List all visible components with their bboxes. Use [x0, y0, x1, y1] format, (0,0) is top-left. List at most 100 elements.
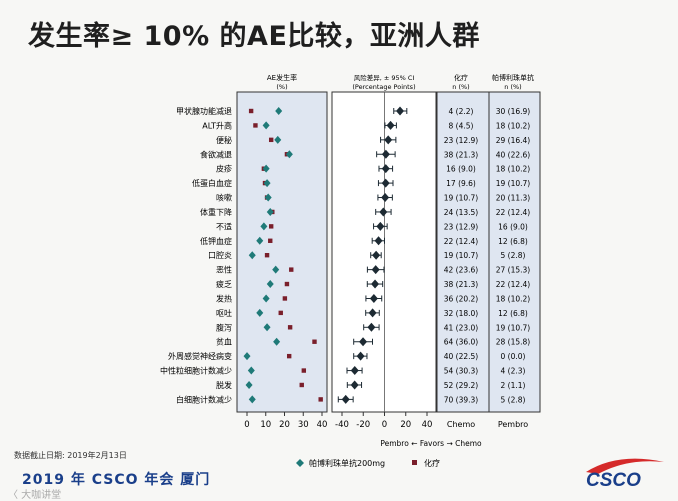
chemo-count-cell: 16 (9.0)	[446, 165, 476, 174]
chemo-point	[278, 310, 283, 316]
pembro-point	[263, 323, 271, 332]
risk-diff-axis-label: Pembro ← Favors → Chemo	[380, 439, 482, 448]
pembro-count-cell: 0 (0.0)	[501, 352, 526, 361]
row-label: 贫血	[216, 337, 232, 347]
risk-diff-point	[350, 366, 359, 376]
risk-diff-point	[386, 120, 395, 130]
x-tick-label: 0	[382, 420, 387, 430]
pembro-point	[262, 294, 270, 303]
risk-diff-header-unit: (Percentage Points)	[352, 83, 415, 91]
chemo-point	[268, 238, 273, 243]
logo-text: CSCO	[586, 470, 641, 491]
risk-diff-point	[381, 149, 390, 159]
pembro-point	[256, 308, 264, 317]
x-tick-label: 30	[298, 420, 309, 430]
chemo-count-cell: 24 (13.5)	[444, 208, 479, 217]
row-label: 便秘	[216, 135, 232, 145]
data-cutoff-date: 数据截止日期: 2019年2月13日	[14, 451, 127, 460]
chemo-point	[312, 339, 317, 344]
chemo-point	[287, 325, 293, 330]
incidence-header-unit: (%)	[276, 83, 287, 91]
row-label: 发热	[216, 293, 232, 303]
chemo-point	[318, 397, 323, 402]
pembro-count-cell: 18 (10.2)	[496, 121, 531, 130]
risk-diff-header: 风险差异, ± 95% CI	[354, 73, 415, 82]
chemo-count-cell: 42 (23.6)	[444, 266, 479, 275]
chemo-count-cell: 23 (12.9)	[444, 136, 479, 145]
risk-diff-point	[379, 207, 388, 217]
legend-pembro-marker	[296, 459, 304, 467]
pembro-point	[256, 236, 264, 245]
pembro-count-cell: 12 (6.8)	[498, 237, 528, 246]
pembro-point	[262, 164, 270, 173]
risk-diff-panel	[331, 91, 437, 413]
row-label: 疲乏	[216, 279, 232, 289]
row-label: 腹泻	[216, 322, 232, 332]
x-tick-label: 20	[279, 420, 290, 430]
pembro-count-cell: 29 (16.4)	[496, 136, 531, 145]
risk-diff-point	[371, 265, 380, 275]
row-label: 低蛋白血症	[192, 178, 232, 188]
row-label: 体重下降	[200, 207, 232, 217]
watermark-text: 〈 大咖讲堂	[8, 490, 62, 501]
chemo-count-cell: 19 (10.7)	[444, 251, 479, 260]
x-tick-label: 0	[244, 420, 249, 430]
pembro-count-cell: 18 (10.2)	[496, 294, 531, 303]
pembro-count-cell: 30 (16.9)	[496, 107, 531, 116]
pembro-point	[266, 207, 274, 216]
row-label: ALT升高	[202, 120, 232, 130]
pembro-point	[264, 193, 272, 202]
chemo-count-cell: 4 (2.2)	[449, 107, 474, 116]
chemo-point	[284, 281, 290, 287]
chemo-count-cell: 23 (12.9)	[444, 222, 479, 231]
x-tick-label: -20	[356, 420, 370, 430]
chemo-count-cell: 52 (29.2)	[444, 381, 479, 390]
risk-diff-point	[368, 308, 377, 318]
chemo-count-cell: 38 (21.3)	[444, 280, 479, 289]
chemo-point	[268, 224, 274, 229]
row-label: 外周感觉神经病变	[168, 351, 232, 361]
row-label: 不适	[216, 221, 232, 231]
row-label: 白细胞计数减少	[176, 394, 232, 404]
pembro-point	[247, 366, 255, 375]
pembro-count-cell: 20 (11.3)	[496, 194, 531, 203]
chemo-count-cell: 64 (36.0)	[444, 338, 479, 347]
pembro-point	[273, 337, 281, 346]
row-label: 甲状腺功能减退	[176, 106, 232, 116]
pembro-point	[262, 121, 270, 130]
pembro-count-cell: 22 (12.4)	[496, 280, 531, 289]
risk-diff-point	[396, 106, 405, 116]
x-tick-label: 10	[260, 420, 271, 430]
pembro-count-cell: 28 (15.8)	[496, 338, 531, 347]
pembro-count-cell: 5 (2.8)	[501, 395, 526, 404]
chemo-count-cell: 8 (4.5)	[449, 121, 474, 130]
row-label: 咳嗽	[216, 193, 232, 203]
row-label: 中性粒细胞计数减少	[160, 366, 232, 376]
pembro-point	[263, 179, 271, 188]
row-label: 低钾血症	[200, 236, 232, 246]
x-tick-label: 40	[317, 420, 328, 430]
risk-diff-point	[356, 351, 365, 361]
risk-diff-point	[369, 293, 378, 303]
chemo-count-cell: 38 (21.3)	[444, 150, 479, 159]
pembro-point	[274, 135, 282, 144]
conference-label: 2019 年 CSCO 年会 厦门	[22, 472, 211, 488]
legend-chemo-label: 化疗	[424, 458, 440, 468]
pembro-point	[266, 280, 274, 289]
pembro-point	[245, 380, 253, 389]
risk-diff-point	[350, 380, 359, 390]
chemo-count-cell: 22 (12.4)	[444, 237, 479, 246]
csco-logo: CSCO	[586, 458, 664, 491]
logo-swoosh	[586, 458, 664, 474]
row-label: 皮疹	[216, 164, 232, 174]
pembro-count-cell: 27 (15.3)	[496, 266, 531, 275]
risk-diff-point	[359, 337, 368, 347]
chemo-count-cell: 17 (9.6)	[446, 179, 476, 188]
page-title: 发生率≥ 10% 的AE比较，亚洲人群	[28, 21, 480, 52]
row-label: 呕吐	[216, 309, 232, 318]
risk-diff-point	[381, 178, 390, 188]
row-label: 脱发	[216, 380, 232, 390]
chemo-count-cell: 70 (39.3)	[444, 395, 479, 404]
pembro-count-cell: 5 (2.8)	[501, 251, 526, 260]
